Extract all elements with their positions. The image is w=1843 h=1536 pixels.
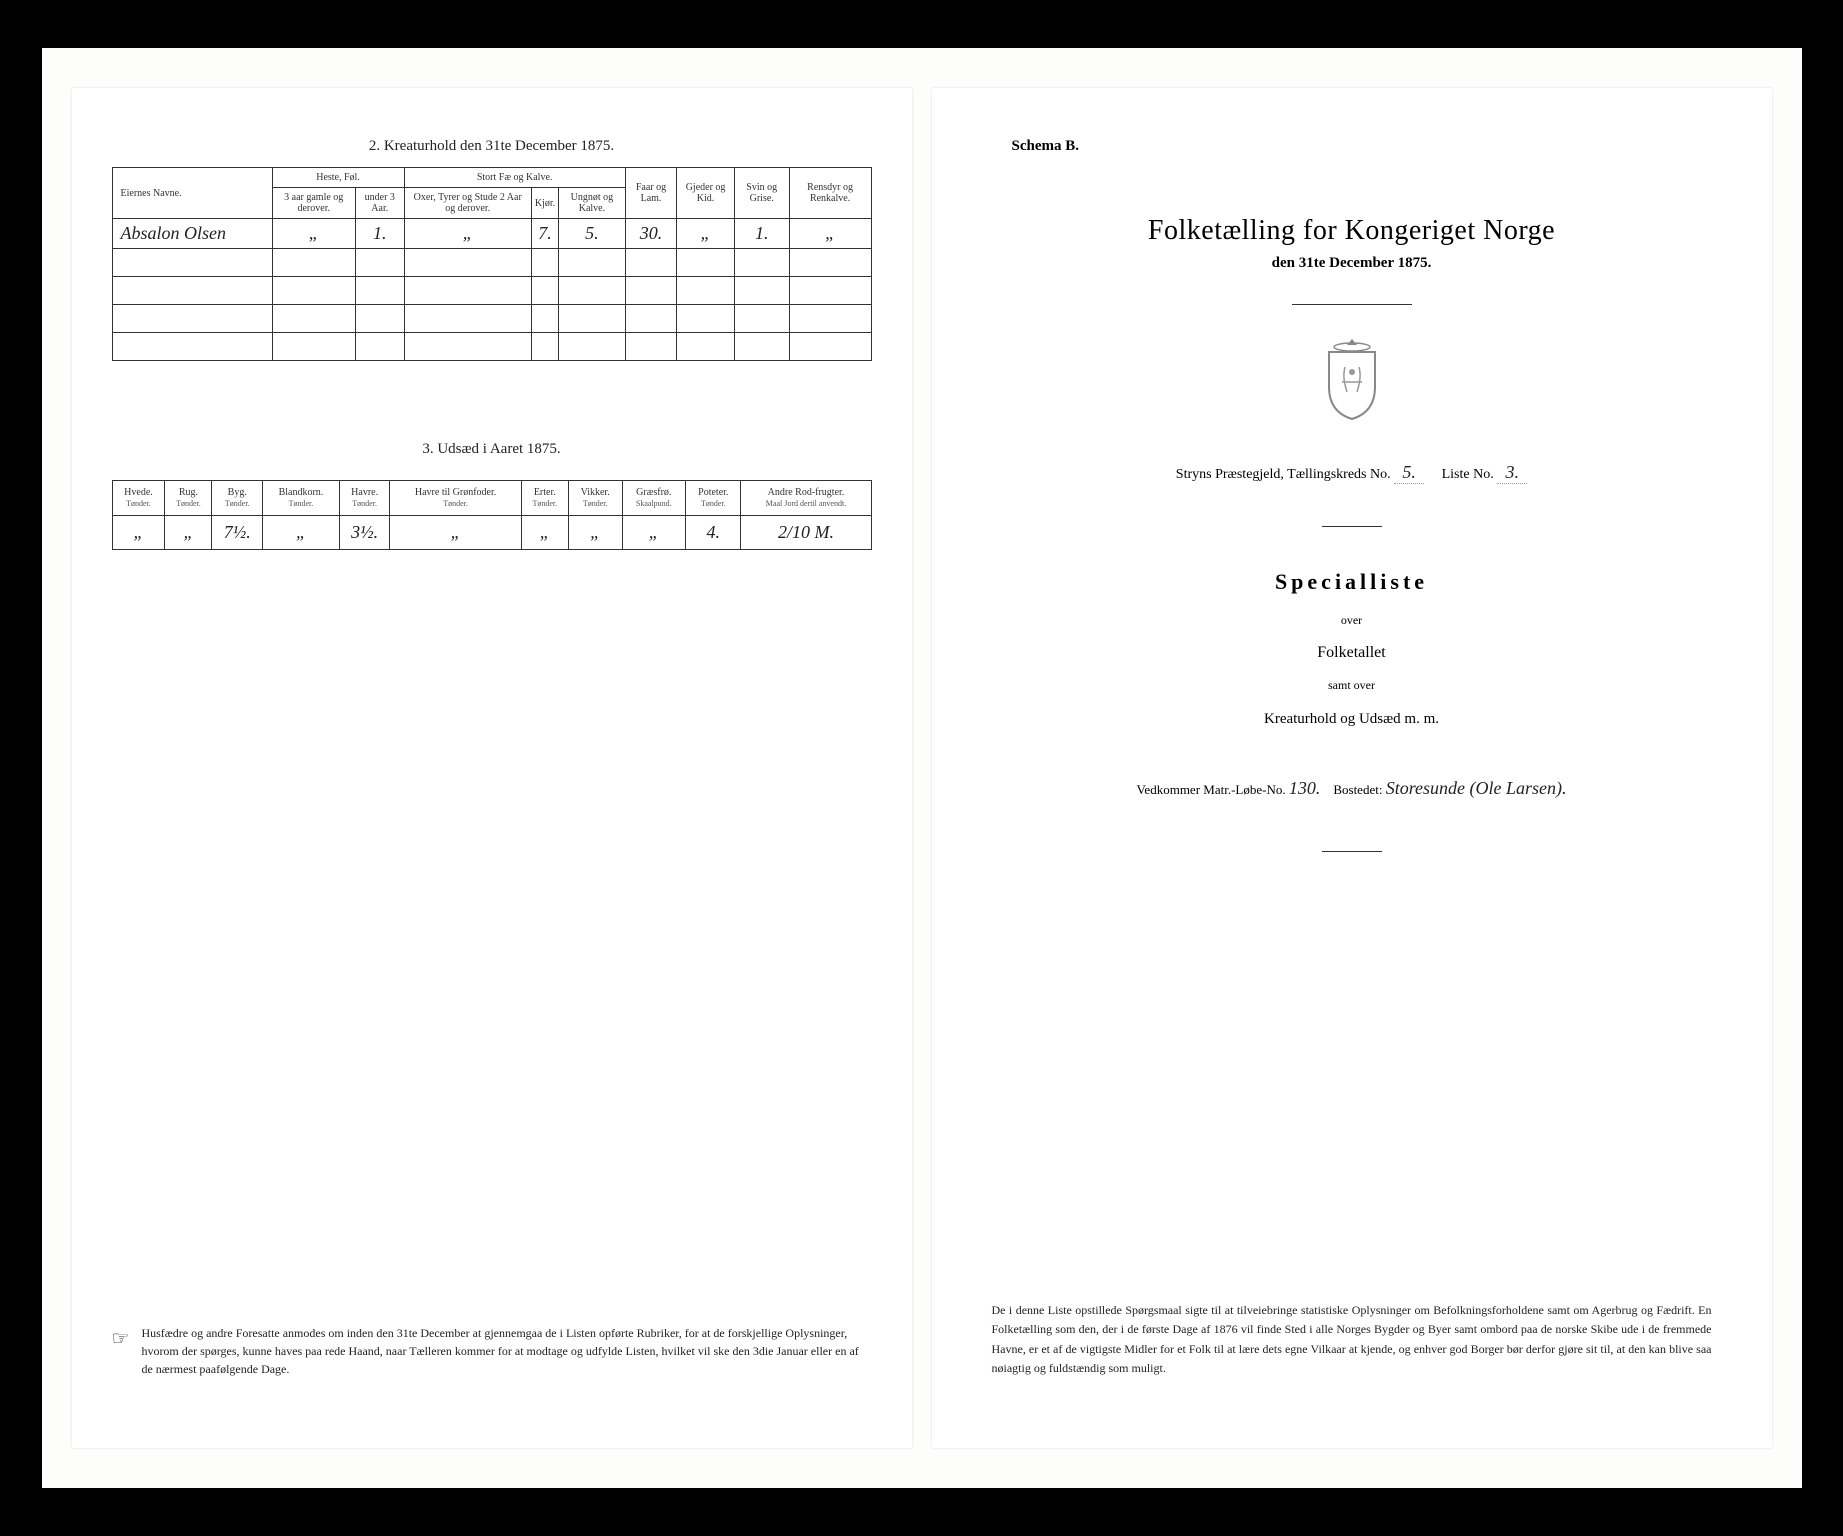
- samt-text: samt over: [972, 678, 1732, 693]
- cell: „: [272, 219, 355, 249]
- parish-line: Stryns Præstegjeld, Tællingskreds No. 5.…: [972, 462, 1732, 484]
- th-sheep: Faar og Lam.: [625, 168, 677, 219]
- right-page: Schema B. Folketælling for Kongeriget No…: [932, 88, 1772, 1448]
- vedkommer-line: Vedkommer Matr.-Løbe-No. 130. Bostedet: …: [972, 778, 1732, 799]
- th: Havre.Tønder.: [339, 481, 390, 516]
- th-cattle: Stort Fæ og Kalve.: [404, 168, 625, 188]
- cell: 3½.: [339, 516, 390, 550]
- bosted: Storesunde (Ole Larsen).: [1386, 778, 1567, 799]
- th-horses: Heste, Føl.: [272, 168, 404, 188]
- vedkommer-label: Vedkommer Matr.-Løbe-No.: [1136, 782, 1285, 797]
- th: Vikker.Tønder.: [568, 481, 622, 516]
- th: Rug.Tønder.: [165, 481, 212, 516]
- bosted-label: Bostedet:: [1333, 782, 1382, 797]
- th: Græsfrø.Skaalpund.: [622, 481, 686, 516]
- empty-row: [112, 333, 871, 361]
- empty-row: [112, 277, 871, 305]
- th: Erter.Tønder.: [521, 481, 568, 516]
- scan-container: 2. Kreaturhold den 31te December 1875. E…: [42, 48, 1802, 1488]
- th-pigs: Svin og Grise.: [734, 168, 789, 219]
- liste-label: Liste No.: [1442, 467, 1494, 482]
- kreatur-text: Kreaturhold og Udsæd m. m.: [972, 711, 1732, 728]
- left-page: 2. Kreaturhold den 31te December 1875. E…: [72, 88, 912, 1448]
- seed-row: „ „ 7½. „ 3½. „ „ „ „ 4. 2/10 M.: [112, 516, 871, 550]
- th-h1: 3 aar gamle og derover.: [272, 188, 355, 219]
- kreds-no: 5.: [1394, 462, 1424, 484]
- cell: „: [404, 219, 531, 249]
- liste-no: 3.: [1497, 462, 1527, 484]
- cell: 4.: [686, 516, 741, 550]
- rule: [1322, 526, 1382, 527]
- th-h2: under 3 Aar.: [355, 188, 404, 219]
- seed-header-row: Hvede.Tønder. Rug.Tønder. Byg.Tønder. Bl…: [112, 481, 871, 516]
- th-goats: Gjeder og Kid.: [677, 168, 734, 219]
- cell: „: [521, 516, 568, 550]
- special-title: Specialliste: [972, 569, 1732, 595]
- cell: 7½.: [212, 516, 263, 550]
- cell: „: [165, 516, 212, 550]
- th: Hvede.Tønder.: [112, 481, 165, 516]
- section2-title: 2. Kreaturhold den 31te December 1875.: [112, 138, 872, 155]
- th-c2: Kjør.: [531, 188, 558, 219]
- cell: „: [789, 219, 871, 249]
- th-reindeer: Rensdyr og Renkalve.: [789, 168, 871, 219]
- th: Poteter.Tønder.: [686, 481, 741, 516]
- th-c1: Oxer, Tyrer og Stude 2 Aar og derover.: [404, 188, 531, 219]
- schema-label: Schema B.: [1012, 138, 1732, 155]
- cell: „: [677, 219, 734, 249]
- th: Havre til Grønfoder.Tønder.: [390, 481, 521, 516]
- coat-of-arms-icon: [1317, 337, 1387, 422]
- cell: 1.: [355, 219, 404, 249]
- empty-row: [112, 249, 871, 277]
- rule: [1292, 304, 1412, 305]
- right-footer: De i denne Liste opstillede Spørgsmaal s…: [972, 1301, 1732, 1418]
- cell: 5.: [559, 219, 626, 249]
- th-name: Eiernes Navne.: [112, 168, 272, 219]
- cell: „: [568, 516, 622, 550]
- livestock-row: Absalon Olsen „ 1. „ 7. 5. 30. „ 1. „: [112, 219, 871, 249]
- th: Blandkorn.Tønder.: [263, 481, 340, 516]
- folket-text: Folketallet: [972, 644, 1732, 662]
- cell: 7.: [531, 219, 558, 249]
- cell: „: [112, 516, 165, 550]
- th: Byg.Tønder.: [212, 481, 263, 516]
- cell: „: [263, 516, 340, 550]
- cell: „: [390, 516, 521, 550]
- livestock-table: Eiernes Navne. Heste, Føl. Stort Fæ og K…: [112, 167, 872, 361]
- left-footer-text: Husfædre og andre Foresatte anmodes om i…: [141, 1324, 871, 1378]
- cell: 1.: [734, 219, 789, 249]
- left-footer: ☞ Husfædre og andre Foresatte anmodes om…: [112, 1324, 872, 1418]
- over-text: over: [972, 613, 1732, 628]
- hand-pointer-icon: ☞: [112, 1324, 130, 1378]
- rule: [1322, 851, 1382, 852]
- cell: 2/10 M.: [741, 516, 871, 550]
- empty-row: [112, 305, 871, 333]
- th-c3: Ungnøt og Kalve.: [559, 188, 626, 219]
- right-footer-text: De i denne Liste opstillede Spørgsmaal s…: [992, 1303, 1712, 1375]
- owner-name: Absalon Olsen: [112, 219, 272, 249]
- main-title: Folketælling for Kongeriget Norge: [972, 215, 1732, 247]
- parish-prefix: Stryns Præstegjeld, Tællingskreds No.: [1176, 467, 1391, 482]
- th: Andre Rod-frugter.Maal Jord dertil anven…: [741, 481, 871, 516]
- cell: 30.: [625, 219, 677, 249]
- sub-title: den 31te December 1875.: [972, 255, 1732, 272]
- section3-title: 3. Udsæd i Aaret 1875.: [112, 441, 872, 458]
- seed-table: Hvede.Tønder. Rug.Tønder. Byg.Tønder. Bl…: [112, 480, 872, 550]
- matr-no: 130.: [1289, 778, 1321, 798]
- cell: „: [622, 516, 686, 550]
